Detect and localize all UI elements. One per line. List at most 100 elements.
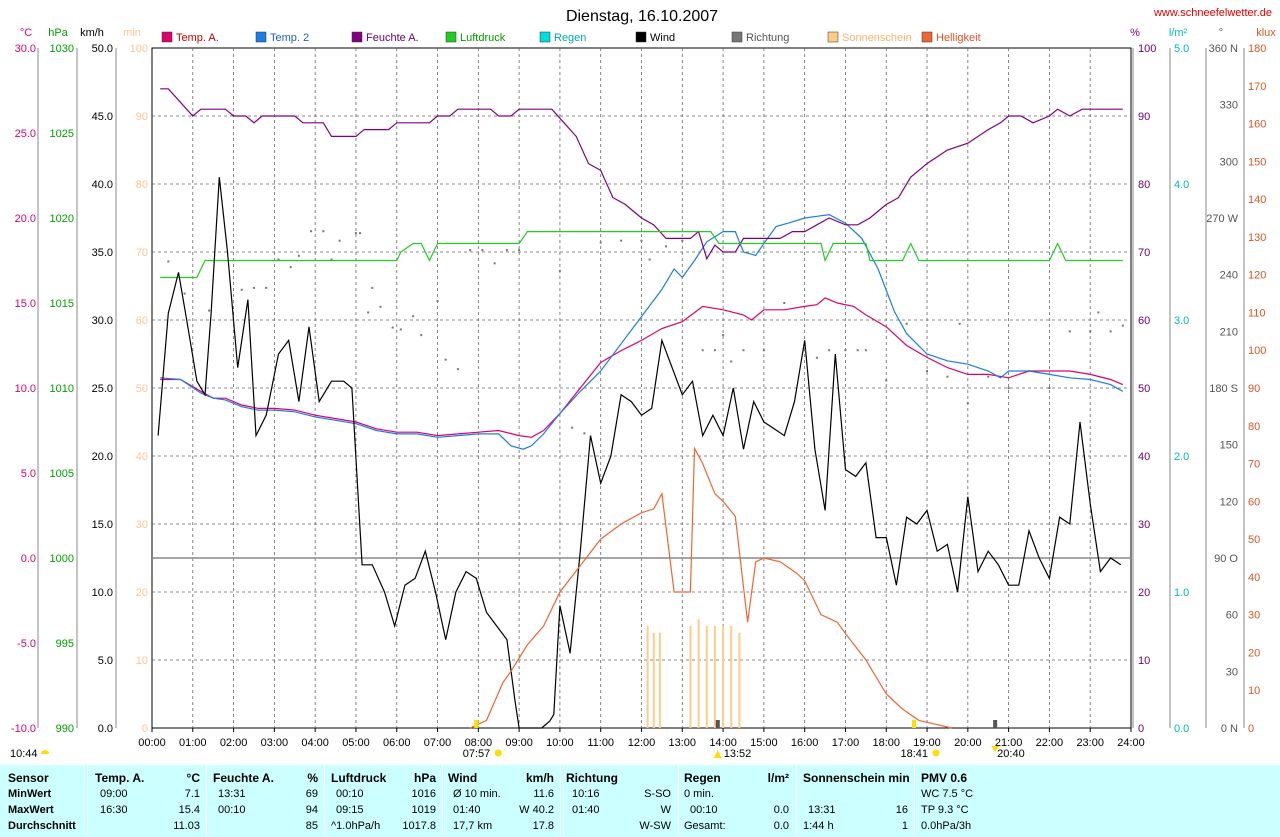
header-wind-unit: km/h — [525, 771, 554, 785]
direction-tick-label: 180 S — [1209, 383, 1238, 395]
legend-label: Luftdruck — [460, 32, 506, 44]
website-label[interactable]: www.schneefelwetter.de — [1153, 7, 1272, 19]
x-tick-label: 18:00 — [872, 737, 900, 749]
direction-tick-label: 60 — [1226, 610, 1238, 622]
moonrise-marker — [993, 720, 998, 728]
richtung-point — [371, 286, 374, 289]
richtung-point — [493, 262, 496, 265]
pressure-tick-label: 990 — [56, 723, 74, 735]
sunshine-bars — [646, 619, 741, 728]
legend-swatch — [921, 31, 933, 43]
humidity-tick-label: 50 — [1138, 383, 1150, 395]
lux-tick-label: 110 — [1248, 307, 1266, 319]
humidity-tick-label: 0 — [1138, 723, 1144, 735]
richtung-point — [518, 249, 521, 252]
dir-max-time: 01:40 — [572, 804, 600, 816]
rain-tick-label: 0.0 — [1174, 723, 1189, 735]
wind-tick-label: 20.0 — [92, 451, 113, 463]
richtung-point — [730, 360, 733, 363]
x-tick-label: 11:00 — [587, 737, 614, 749]
direction-tick-label: 90 O — [1214, 553, 1238, 565]
x-tick-label: 02:00 — [220, 737, 248, 749]
richtung-point — [297, 254, 300, 257]
wind-tick-label: 10.0 — [92, 587, 113, 599]
press-avg: 1017.8 — [402, 820, 436, 832]
sunrise-marker — [474, 720, 479, 728]
sunset-label: 18:41 — [900, 748, 928, 760]
pressure-tick-label: 1010 — [50, 383, 74, 395]
rain-tick-label: 3.0 — [1174, 315, 1189, 327]
x-tick-label: 23:00 — [1076, 737, 1104, 749]
dir-min-time: 10:16 — [572, 788, 600, 800]
temp-min: 7.1 — [184, 788, 200, 800]
lux-tick-label: 160 — [1248, 119, 1266, 131]
dir-max: W — [660, 804, 671, 816]
temp-tick-label: 5.0 — [21, 468, 36, 480]
richtung-point — [412, 315, 415, 318]
temp-tick-label: -5.0 — [17, 638, 36, 650]
richtung-point — [571, 426, 574, 429]
richtung-point — [456, 368, 459, 371]
chart-series — [157, 88, 1124, 729]
richtung-point — [713, 349, 716, 352]
press-min: 1016 — [411, 788, 436, 800]
rain-tick-label: 2.0 — [1174, 451, 1189, 463]
wind-unit-label: km/h — [80, 27, 104, 39]
moon-icon — [991, 746, 1000, 752]
header-rain-unit: l/m² — [767, 771, 789, 785]
header-temp-unit: °C — [186, 771, 200, 785]
richtung-point — [183, 292, 186, 295]
summary-panel: Sensor MinWert MaxWert Durchschnitt Temp… — [0, 765, 1280, 837]
richtung-point — [620, 239, 623, 242]
humidity-tick-label: 40 — [1138, 451, 1150, 463]
rain-duration: 0 min. — [684, 788, 714, 800]
lux-tick-label: 90 — [1248, 383, 1260, 395]
richtung-point — [354, 232, 357, 235]
richtung-point — [926, 370, 929, 372]
temp-tick-label: 15.0 — [15, 298, 36, 310]
sun-unit-label: min — [123, 27, 141, 39]
x-tick-label: 19:00 — [913, 737, 941, 749]
legend-label: Wind — [650, 32, 675, 44]
chart-axes: -10.0 -5.0 0.0 5.0 10.0 15.0 20.0 25.0 30.0 990 99… — [11, 43, 1266, 735]
richtung-point — [379, 305, 382, 308]
wind-min: 11.6 — [533, 788, 554, 800]
lux-tick-label: 180 — [1248, 43, 1266, 55]
wind-tick-label: 0.0 — [98, 723, 113, 735]
richtung-point — [558, 269, 561, 272]
dir-min: S-SO — [644, 788, 671, 800]
wind-tick-label: 30.0 — [92, 315, 113, 327]
richtung-point — [359, 232, 362, 235]
lux-tick-label: 120 — [1248, 270, 1266, 282]
richtung-point — [856, 349, 859, 352]
richtung-point — [783, 302, 786, 304]
richtung-point — [1121, 324, 1124, 327]
sun-icon — [494, 749, 502, 757]
x-tick-label: 12:00 — [628, 737, 656, 749]
lux-tick-label: 40 — [1248, 572, 1260, 584]
direction-tick-label: 330 — [1220, 100, 1238, 112]
pressure-tick-label: 1000 — [50, 553, 74, 565]
header-humidity-unit: % — [307, 771, 318, 785]
richtung-point — [167, 260, 170, 263]
pressure-tick-label: 1025 — [50, 128, 74, 140]
sun-tick-label: 50 — [136, 383, 148, 395]
direction-unit-label: ° — [1219, 27, 1223, 39]
wind-tick-label: 25.0 — [92, 383, 113, 395]
richtung-point — [803, 349, 806, 352]
lux-tick-label: 50 — [1248, 534, 1260, 546]
rain-total: 0.0 — [773, 820, 789, 832]
richtung-point — [1068, 330, 1071, 333]
legend-label: Feuchte A. — [366, 32, 419, 44]
lux-unit-label: klux — [1256, 27, 1276, 39]
richtung-point — [252, 286, 255, 289]
pressure-unit-label: hPa — [48, 27, 68, 39]
richtung-point — [1048, 387, 1051, 389]
humidity-unit-label: % — [1130, 27, 1140, 39]
helligkeit-line — [469, 446, 952, 729]
temp-min-time: 09:00 — [100, 788, 128, 800]
sun-max-time: 13:31 — [808, 804, 836, 816]
x-axis-ticks: 00:00 01:00 02:00 03:00 04:00 05:00 06:00 07:00… — [138, 728, 1145, 749]
richtung-point — [399, 328, 402, 331]
header-direction: Richtung — [566, 771, 618, 785]
